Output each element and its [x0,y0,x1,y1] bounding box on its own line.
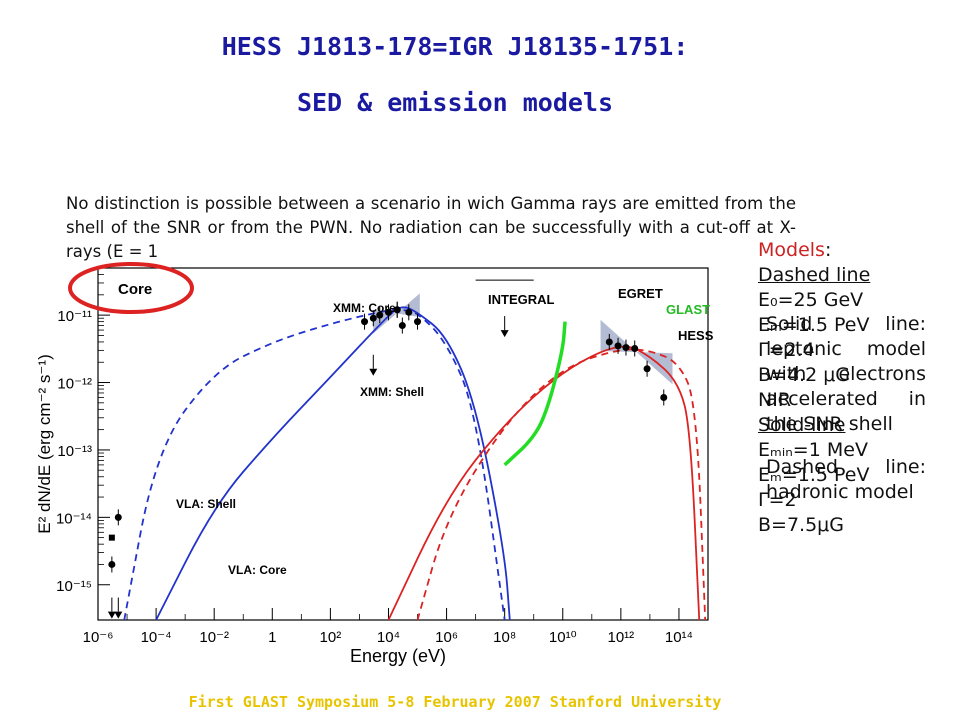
data-point [643,365,651,373]
overlay-dashed: Dashed line: hadronic model [766,456,926,503]
solid-param-2: Γ=2 [758,489,797,511]
y-tick-label: 10⁻¹³ [57,443,92,460]
data-point [114,513,122,521]
solid-param-0: Eₘᵢₙ=1 MeV [758,439,868,461]
hess-bowtie [600,319,673,385]
overlay-solid: Solid line: leptonic model with electron… [766,313,926,435]
core-highlight [68,262,194,314]
x-tick-label: 10⁻⁶ [83,629,114,646]
upper-limit-arrow [369,368,378,376]
data-point [361,318,369,326]
models-panel: Models: Dashed line E₀=25 GeV Eₘ=1.5 PeV Γ… [758,238,928,538]
x-ticks: 10⁻⁶ 10⁻⁴ 10⁻² 1 10² 10⁴ 10⁶ 10⁸ 10¹⁰ 10¹² 10¹⁴ [83,608,693,646]
y-ticks: 10⁻¹¹ 10⁻¹² 10⁻¹³ 10⁻¹⁴ 10⁻¹⁵ [56,274,110,595]
x-tick-label: 10¹⁴ [665,629,693,646]
x-tick-label: 1 [268,629,276,646]
y-tick-label: 10⁻¹² [57,376,92,393]
y-axis-label: E² dN/dE (erg cm⁻² s⁻¹) [35,354,54,533]
series-hadronic-dashed [416,348,707,621]
vla-square [108,534,115,541]
x-tick-label: 10¹⁰ [549,629,577,646]
data-point [376,311,384,319]
core-highlight-ellipse [68,262,194,314]
x-tick-label: 10⁶ [435,629,458,646]
annotation-integral: INTEGRAL [488,292,555,307]
integral-bowtie [373,293,420,334]
series-GLAST [503,321,567,467]
x-tick-label: 10⁻⁴ [141,629,172,646]
slide-title: HESS J1813-178=IGR J18135-1751: [221,32,689,61]
solid-param-1: Eₘ=1.5 PeV [758,464,870,486]
data-point [605,338,613,346]
solid-params: Eₘᵢₙ=1 MeV Eₘ=1.5 PeV Γ=2 B=7.5μG [758,438,928,538]
note-text: No distinction is possible between a sce… [66,194,796,237]
annotation-core: Core [118,281,152,298]
dashed-param-4: NIR [758,389,792,411]
data-point [108,560,116,568]
data-point [622,344,630,352]
dashed-param-2: Γ=2.4 [758,339,815,361]
slide-subtitle: SED & emission models [296,88,614,117]
data-points [107,279,668,619]
y-tick-label: 10⁻¹¹ [57,308,92,325]
series-IC-solid [387,345,701,621]
solid-title: Solid-line [758,414,846,436]
x-tick-label: 10⁸ [493,629,516,646]
x-tick-label: 10⁴ [377,629,400,646]
bowties [373,293,673,385]
annotation-glast: GLAST [666,302,710,317]
y-tick-label: 10⁻¹⁵ [56,578,92,595]
annotation-egret: EGRET [618,286,663,301]
data-point [384,308,392,316]
data-point [660,393,668,401]
note-cut-text: radiation can be successfully with a cut… [66,218,796,261]
dashed-params: E₀=25 GeV Eₘ=1.5 PeV Γ=2.4 B=4.2 μG NIR [758,288,928,413]
annotation-xmm-core: XMM: Core [333,301,396,315]
models-heading-colon: : [824,239,832,261]
data-point [631,344,639,352]
slide-note: No distinction is possible between a sce… [66,192,796,262]
annotation-vla-core: VLA: Core [228,563,287,577]
series-leptonic-dashed [123,308,506,621]
models-heading: Models [758,239,825,261]
x-tick-label: 10² [320,629,342,646]
annotation-xmm-shell: XMM: Shell [360,385,424,399]
upper-limit-arrow [114,611,123,619]
upper-limit-arrow [107,611,116,619]
data-point [398,322,406,330]
data-point [405,308,413,316]
x-axis-label: Energy (eV) [350,646,446,666]
dashed-param-1: Eₘ=1.5 PeV [758,314,870,336]
data-point [414,318,422,326]
annotation-vla-shell: VLA: Shell [176,497,236,511]
dashed-param-0: E₀=25 GeV [758,289,864,311]
upper-limit-arrow [500,330,509,338]
data-point [369,314,377,322]
solid-param-3: B=7.5μG [758,514,844,536]
annotation-hess: HESS [678,328,714,343]
dashed-title: Dashed line [758,264,871,286]
y-tick-label: 10⁻¹⁴ [56,510,92,527]
sed-chart: 10⁻¹¹ 10⁻¹² 10⁻¹³ 10⁻¹⁴ 10⁻¹⁵ 10⁻⁶ 10⁻⁴ 10⁻² 1 1… [30,258,720,670]
dashed-param-3: B=4.2 μG [758,364,851,386]
data-point [614,342,622,350]
footer: First GLAST Symposium 5-8 February 2007 … [188,693,722,711]
data-point [393,306,401,314]
x-tick-label: 10¹² [608,629,635,646]
x-tick-label: 10⁻² [199,629,229,646]
plot-frame [97,267,709,621]
overlay-text: Solid line: leptonic model with electron… [766,312,926,505]
